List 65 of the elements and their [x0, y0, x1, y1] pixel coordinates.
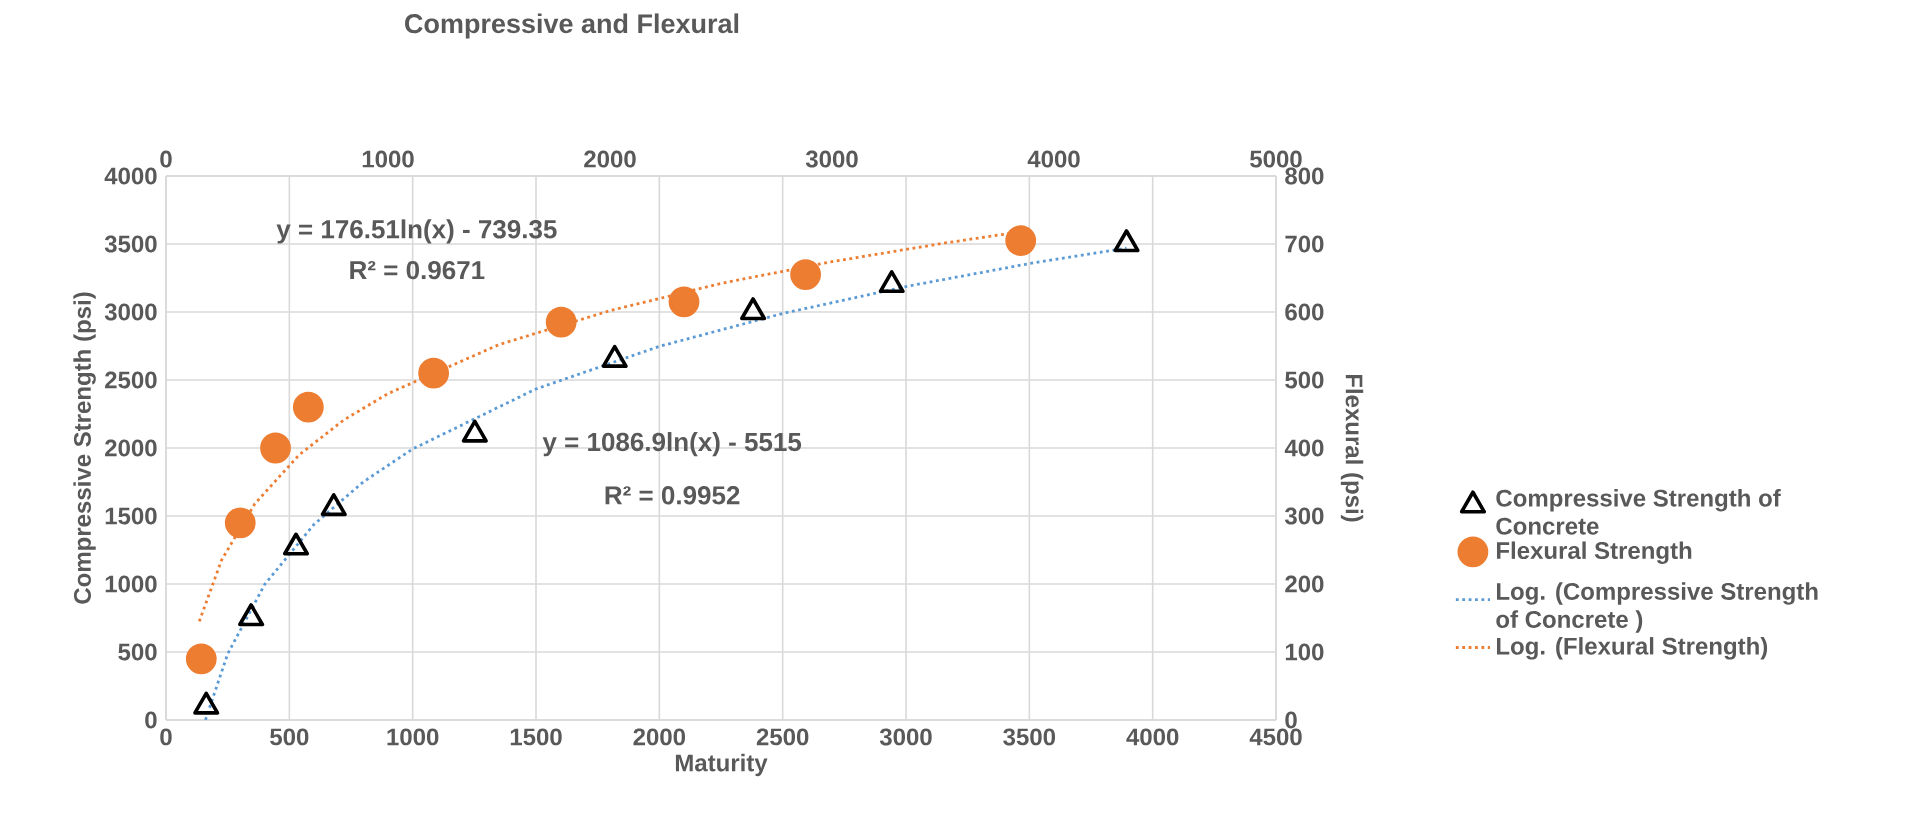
y-tick-label: 0 [145, 711, 157, 729]
y-tick-label: 3000 [104, 303, 157, 321]
point [292, 391, 324, 423]
point [461, 419, 488, 443]
y2-tick-label: 400 [1284, 439, 1324, 457]
x-tick-label: 500 [270, 728, 309, 746]
x-tick-label: 2000 [633, 728, 686, 746]
point [238, 603, 265, 627]
y-tick-label: 1000 [105, 575, 157, 593]
x2-tick-label: 1000 [362, 150, 414, 168]
legend-label: Log. (Flexural Strength) [1496, 637, 1768, 660]
x-tick-label: 3000 [879, 728, 932, 746]
annotation: R² = 0.9671 [350, 260, 485, 280]
x2-tick-label: 2000 [584, 150, 636, 168]
y2-tick-label: 500 [1285, 371, 1324, 389]
point [878, 269, 905, 294]
annotation: R² = 0.9952 [605, 486, 740, 505]
legend-label: Log. (Compressive Strength of Concrete ) [1496, 582, 1818, 633]
point [601, 344, 628, 368]
x-tick-label: 4000 [1126, 728, 1179, 746]
point [1005, 225, 1037, 256]
point [545, 306, 577, 338]
point [1113, 229, 1140, 253]
y-axis-title: Compressive Strength (psi) [73, 292, 96, 604]
y-tick-label: 2000 [105, 439, 157, 457]
point [224, 507, 256, 539]
x2-tick-label: 4000 [1027, 150, 1080, 168]
x-tick-label: 2500 [756, 728, 809, 746]
y2-tick-label: 600 [1285, 303, 1324, 321]
line-series [204, 246, 1128, 722]
x2-tick-label: 3000 [805, 150, 858, 168]
chart-title: Compressive and Flexural [405, 13, 739, 39]
x-tick-label: 1500 [510, 728, 562, 746]
point [668, 286, 700, 318]
point [260, 432, 291, 464]
point [320, 493, 347, 517]
point [185, 643, 217, 675]
y-tick-label: 3500 [104, 235, 157, 253]
y2-tick-label: 300 [1284, 507, 1324, 525]
y-tick-label: 2500 [105, 371, 157, 389]
legend-label: Compressive Strength of Concrete [1496, 489, 1781, 535]
y2-axis-title: Flexural (psi) [1340, 374, 1364, 522]
y-tick-label: 500 [118, 643, 157, 661]
x-axis-title: Maturity [675, 753, 768, 777]
point [193, 691, 220, 715]
x2-tick-label: 0 [160, 150, 172, 168]
y-tick-label: 1500 [105, 507, 157, 525]
y2-tick-label: 100 [1285, 643, 1324, 661]
annotation: y = 176.51ln(x) - 739.35 [276, 219, 557, 244]
y2-tick-label: 700 [1285, 235, 1324, 253]
point [282, 532, 310, 556]
x-tick-label: 4500 [1249, 728, 1302, 746]
x-tick-label: 1000 [387, 728, 439, 746]
y2-tick-label: 800 [1285, 167, 1324, 185]
annotation: y = 1086.9ln(x) - 5515 [542, 432, 802, 457]
point [418, 357, 450, 389]
y2-tick-label: 0 [1285, 711, 1297, 729]
y-tick-label: 4000 [104, 167, 157, 185]
y2-tick-label: 200 [1285, 575, 1324, 593]
legend-label: Flexural Strength [1496, 541, 1692, 564]
x2-tick-label: 5000 [1250, 150, 1302, 168]
x-tick-label: 3500 [1003, 728, 1056, 746]
point [740, 297, 767, 321]
point [790, 259, 822, 290]
x-tick-label: 0 [160, 728, 172, 746]
